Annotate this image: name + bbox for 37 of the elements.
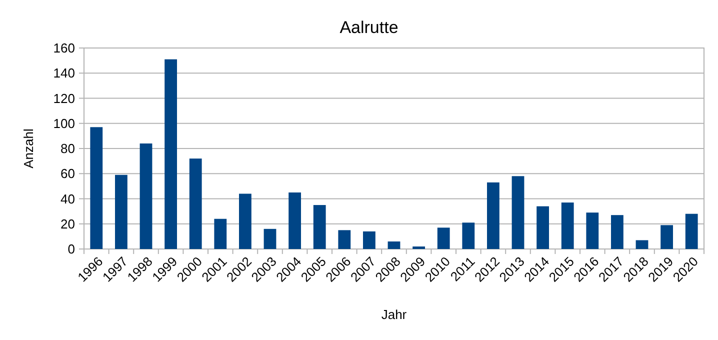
bar [90,127,103,249]
y-tick-label: 20 [60,216,75,232]
bar [660,225,673,249]
bar [115,174,128,249]
bar [611,215,624,249]
bar [264,228,276,249]
y-tick-label: 100 [53,116,75,131]
chart-title: Aalrutte [340,18,398,37]
bar [239,194,252,249]
y-axis-title: Anzahl [21,128,36,168]
bar [214,218,227,249]
y-tick-label: 120 [53,90,75,106]
bar [189,158,202,249]
y-tick-label: 80 [60,141,75,156]
bar [363,231,376,249]
y-tick-label: 0 [68,242,75,257]
x-axis-title: Jahr [381,307,408,322]
y-tick-label: 160 [53,40,75,56]
bar [338,230,351,249]
y-tick-label: 60 [60,166,75,182]
bar [164,59,177,249]
bar [437,228,450,249]
bar [388,241,400,249]
bar [140,143,152,249]
bar [412,246,425,249]
bar [512,176,524,249]
bar [487,182,500,249]
y-tick-label: 140 [53,66,75,81]
bar [462,222,475,249]
bar [685,214,698,249]
bar [561,202,574,249]
y-tick-label: 40 [60,191,75,206]
bar [536,206,549,249]
bar [636,240,648,249]
bar [586,212,599,249]
bar [313,205,326,249]
bar [288,192,301,249]
